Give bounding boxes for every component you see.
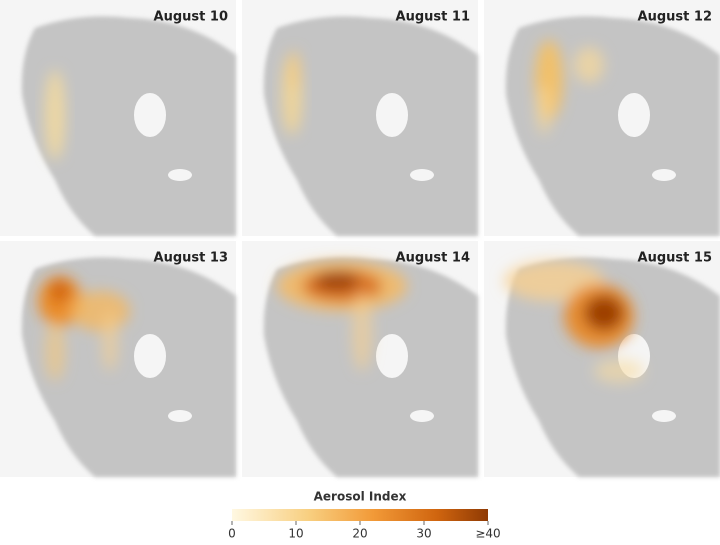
- map-panel: August 12: [484, 0, 720, 237]
- smoke-plume: [70, 291, 130, 331]
- colorbar: 0 10 20 30 ≥40: [228, 509, 501, 541]
- colorbar-title: Aerosol Index: [314, 490, 407, 504]
- land: [263, 16, 478, 237]
- great-lakes: [168, 169, 192, 181]
- smoke: [282, 50, 302, 135]
- panels: August 10 August 11 August 12 August 13 Augu…: [0, 0, 720, 477]
- map-panel: August 14: [242, 241, 478, 477]
- panel-label: August 11: [396, 10, 470, 25]
- hudson-bay: [134, 334, 166, 378]
- panel-label: August 13: [154, 251, 228, 266]
- smoke-plume: [574, 47, 604, 83]
- great-lakes: [410, 169, 434, 181]
- great-lakes: [168, 410, 192, 422]
- smoke-plume: [45, 70, 65, 160]
- smoke-plume: [102, 311, 118, 371]
- colorbar-gradient: [232, 509, 488, 521]
- smoke-plume: [45, 321, 65, 381]
- smoke-plume: [594, 359, 644, 383]
- panel-label: August 14: [396, 251, 470, 266]
- smoke-plume: [315, 271, 359, 291]
- smoke: [504, 261, 644, 383]
- smoke: [38, 276, 130, 381]
- panel-label: August 10: [154, 10, 228, 25]
- panel-label: August 12: [638, 10, 712, 25]
- great-lakes: [410, 410, 434, 422]
- smoke-plume: [50, 279, 70, 303]
- colorbar-tick-label: 30: [416, 527, 431, 541]
- colorbar-tick-label: ≥40: [475, 527, 500, 541]
- panel-label: August 15: [638, 251, 712, 266]
- hudson-bay: [618, 93, 650, 137]
- smoke-plume: [288, 50, 300, 90]
- smoke: [535, 40, 604, 135]
- smoke-plume: [536, 85, 552, 135]
- map-panel: August 10: [0, 0, 236, 237]
- smoke-plume: [584, 295, 624, 331]
- great-lakes: [652, 169, 676, 181]
- land: [21, 16, 236, 237]
- colorbar-tick-label: 10: [288, 527, 303, 541]
- hudson-bay: [376, 334, 408, 378]
- colorbar-tick-label: 20: [352, 527, 367, 541]
- map-panel: August 15: [484, 241, 720, 477]
- land: [263, 257, 478, 477]
- hudson-bay: [134, 93, 166, 137]
- great-lakes: [652, 410, 676, 422]
- smoke: [277, 261, 407, 371]
- smoke: [45, 70, 65, 160]
- hudson-bay: [376, 93, 408, 137]
- smoke-plume: [352, 291, 372, 371]
- map-panel: August 11: [242, 0, 478, 237]
- colorbar-tick-label: 0: [228, 527, 236, 541]
- map-panel: August 13: [0, 241, 236, 477]
